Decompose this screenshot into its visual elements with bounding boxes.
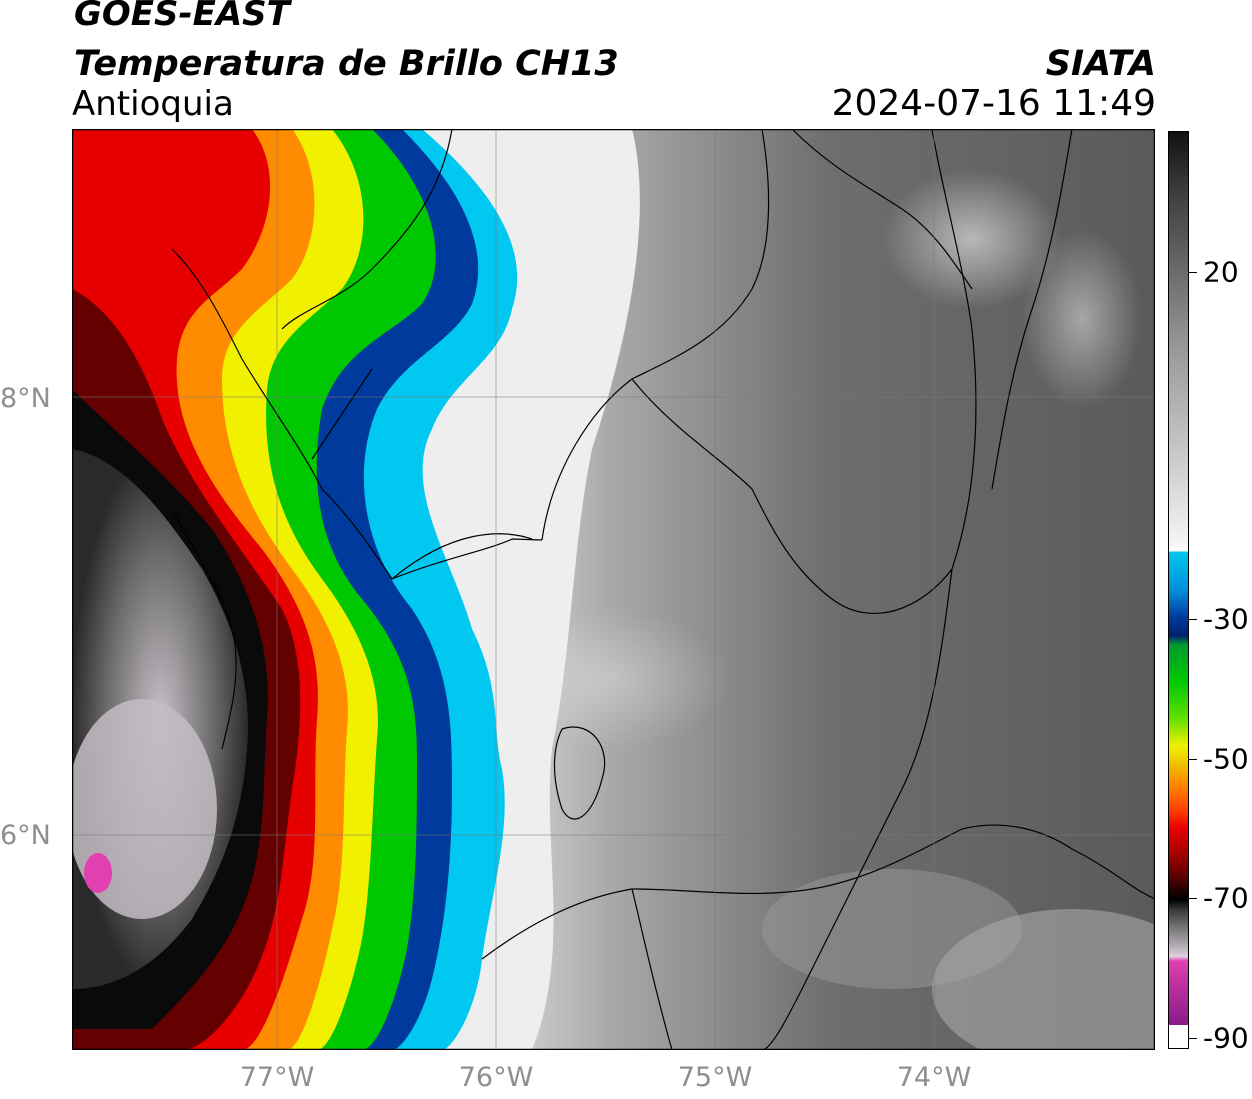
region-title: Antioquia [72, 84, 234, 124]
datetime-label: 2024-07-16 11:49 [831, 83, 1156, 124]
cloud-streak [882, 169, 1062, 309]
cloud-streak [932, 909, 1155, 1050]
colorbar-label: -70 [1203, 881, 1249, 915]
graticule [72, 129, 1155, 1050]
boundaries [171, 129, 1155, 1050]
product-title: Temperatura de Brillo CH13 [74, 44, 619, 84]
map-border [72, 129, 1155, 1050]
cloud-streak [1022, 229, 1142, 409]
temperature-colorbar [1168, 131, 1189, 1049]
colorbar-tick [1189, 619, 1197, 620]
organization-title: SIATA [1045, 44, 1156, 84]
colorbar-label: -90 [1203, 1021, 1249, 1055]
colorbar-tick [1189, 272, 1197, 273]
colorbar-label: -30 [1203, 602, 1249, 636]
magenta-spot [84, 853, 112, 893]
colorbar-tick [1189, 1038, 1197, 1039]
satellite-title: GOES-EAST [74, 0, 290, 34]
satellite-map[interactable] [72, 129, 1155, 1050]
colorbar-tick [1189, 898, 1197, 899]
lon-label-75w: 75°W [677, 1062, 753, 1093]
lat-label-6n: 6°N [0, 820, 51, 851]
lon-label-77w: 77°W [239, 1062, 315, 1093]
colorbar-tick [1189, 759, 1197, 760]
lat-label-8n: 8°N [0, 383, 51, 414]
lon-label-76w: 76°W [458, 1062, 534, 1093]
colorbar-label: 20 [1203, 255, 1239, 289]
lon-label-74w: 74°W [896, 1062, 972, 1093]
colorbar-label: -50 [1203, 742, 1249, 776]
